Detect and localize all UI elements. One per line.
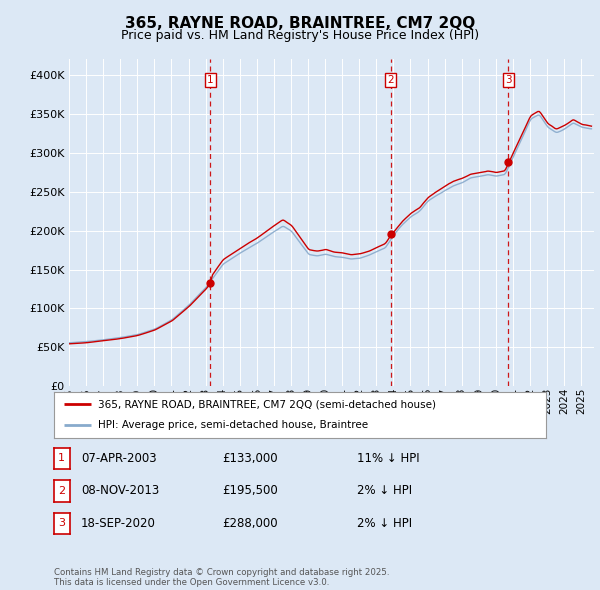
Text: £288,000: £288,000 [222,517,278,530]
Text: Price paid vs. HM Land Registry's House Price Index (HPI): Price paid vs. HM Land Registry's House … [121,30,479,42]
Text: £133,000: £133,000 [222,452,278,465]
Text: 2: 2 [58,486,65,496]
Text: 2% ↓ HPI: 2% ↓ HPI [357,484,412,497]
Text: 365, RAYNE ROAD, BRAINTREE, CM7 2QQ: 365, RAYNE ROAD, BRAINTREE, CM7 2QQ [125,16,475,31]
Text: HPI: Average price, semi-detached house, Braintree: HPI: Average price, semi-detached house,… [98,420,368,430]
Text: Contains HM Land Registry data © Crown copyright and database right 2025.
This d: Contains HM Land Registry data © Crown c… [54,568,389,587]
Text: 3: 3 [58,519,65,528]
Text: 1: 1 [207,76,214,86]
Text: 07-APR-2003: 07-APR-2003 [81,452,157,465]
Text: 08-NOV-2013: 08-NOV-2013 [81,484,159,497]
Text: £195,500: £195,500 [222,484,278,497]
Text: 365, RAYNE ROAD, BRAINTREE, CM7 2QQ (semi-detached house): 365, RAYNE ROAD, BRAINTREE, CM7 2QQ (sem… [98,399,436,409]
Text: 18-SEP-2020: 18-SEP-2020 [81,517,156,530]
Text: 2: 2 [388,76,394,86]
Text: 1: 1 [58,454,65,463]
Text: 3: 3 [505,76,511,86]
Text: 11% ↓ HPI: 11% ↓ HPI [357,452,419,465]
Text: 2% ↓ HPI: 2% ↓ HPI [357,517,412,530]
